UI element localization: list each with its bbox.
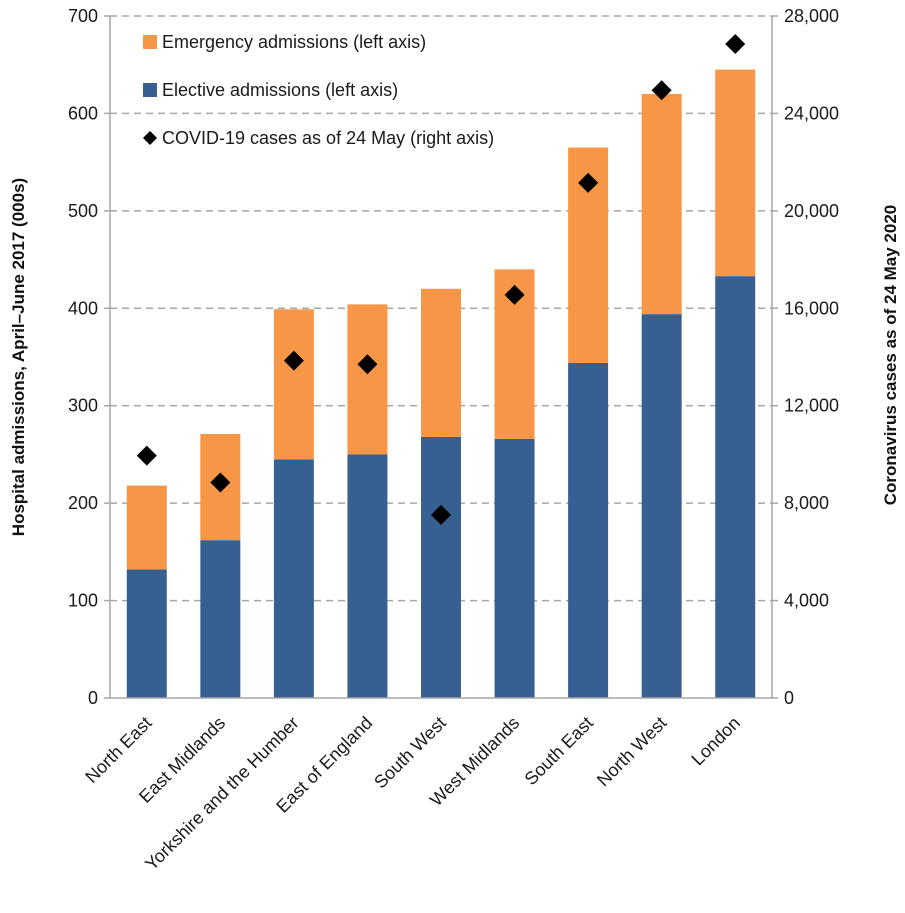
emergency-bar xyxy=(273,309,314,460)
emergency-bar xyxy=(421,288,461,437)
covid-cases-marker xyxy=(725,34,746,55)
y-tick-label: 200 xyxy=(68,493,98,513)
covid-cases-marker xyxy=(210,472,231,493)
y-tick-label: 400 xyxy=(68,298,98,318)
y2-tick-label: 12,000 xyxy=(784,396,839,416)
y-tick-label: 500 xyxy=(68,201,98,221)
legend: Emergency admissions (left axis) Elective… xyxy=(143,32,494,148)
elective-bar xyxy=(568,362,609,698)
covid-cases-marker xyxy=(283,350,304,371)
elective-bar xyxy=(200,540,241,698)
y-tick-label: 700 xyxy=(68,6,98,26)
x-tick-label: North West xyxy=(593,713,671,791)
covid-markers xyxy=(136,34,746,525)
y2-tick-label: 16,000 xyxy=(784,298,839,318)
covid-cases-marker xyxy=(431,504,451,525)
y2-axis-title: Coronavirus cases as of 24 May 2020 xyxy=(881,205,900,506)
y-axis-title: Hospital admissions, April–June 2017 (00… xyxy=(9,178,28,536)
y2-tick-label: 28,000 xyxy=(784,6,839,26)
elective-bar xyxy=(715,276,756,698)
elective-bar xyxy=(494,438,535,698)
y2-tick-label: 0 xyxy=(784,688,794,708)
covid-cases-marker xyxy=(357,354,378,375)
elective-bar xyxy=(421,436,461,698)
emergency-bar xyxy=(126,485,167,570)
covid-cases-marker xyxy=(136,445,157,466)
legend-label: COVID-19 cases as of 24 May (right axis) xyxy=(162,128,494,148)
legend-label: Elective admissions (left axis) xyxy=(162,80,398,100)
x-tick-label: South East xyxy=(521,713,597,789)
x-tick-label: North East xyxy=(81,713,155,787)
bars xyxy=(126,69,756,698)
elective-bar xyxy=(347,454,388,698)
covid-cases-marker xyxy=(578,172,599,193)
elective-bar xyxy=(641,314,682,698)
y-tick-label: 600 xyxy=(68,103,98,123)
elective-bar xyxy=(273,459,314,698)
legend-swatch xyxy=(143,131,157,145)
x-tick-label: South West xyxy=(370,713,450,793)
y-tick-label: 100 xyxy=(68,591,98,611)
legend-swatch xyxy=(143,35,157,49)
y2-tick-label: 20,000 xyxy=(784,201,839,221)
elective-bar xyxy=(126,569,167,698)
covid-cases-marker xyxy=(504,284,525,305)
legend-label: Emergency admissions (left axis) xyxy=(162,32,426,52)
y-tick-label: 300 xyxy=(68,396,98,416)
x-tick-label: London xyxy=(687,713,744,770)
legend-swatch xyxy=(143,83,157,97)
y2-tick-label: 24,000 xyxy=(784,103,839,123)
y2-tick-label: 8,000 xyxy=(784,493,829,513)
emergency-bar xyxy=(347,304,388,455)
emergency-bar xyxy=(641,93,682,315)
y2-tick-label: 4,000 xyxy=(784,591,829,611)
y-tick-label: 0 xyxy=(88,688,98,708)
emergency-bar xyxy=(715,69,756,277)
x-tick-label: Yorkshire and the Humber xyxy=(141,713,303,875)
covid-cases-marker xyxy=(651,80,672,101)
